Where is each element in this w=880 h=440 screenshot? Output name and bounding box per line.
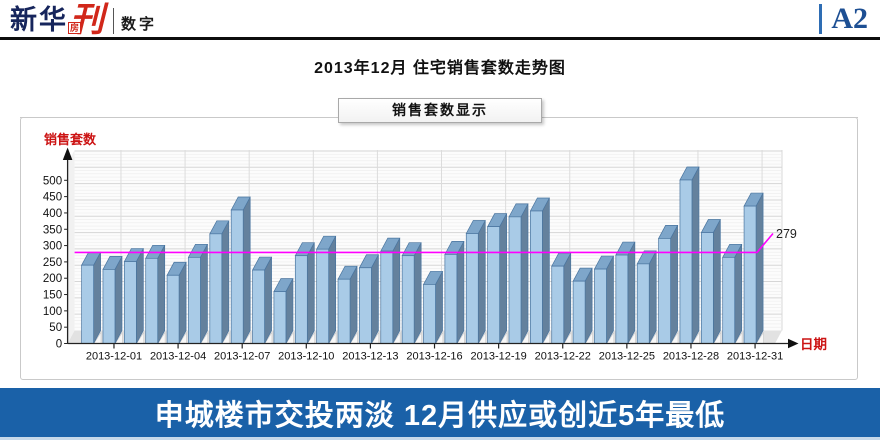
svg-text:2013-12-01: 2013-12-01 bbox=[86, 351, 142, 363]
svg-text:100: 100 bbox=[43, 306, 62, 318]
svg-text:2013-12-31: 2013-12-31 bbox=[727, 351, 783, 363]
x-tick-labels: 2013-12-01 2013-12-04 2013-12-07 2013-12-10… bbox=[86, 343, 783, 363]
x-axis-arrow-icon bbox=[788, 338, 799, 349]
bar bbox=[316, 235, 337, 344]
bar bbox=[251, 256, 273, 344]
bar bbox=[401, 242, 422, 344]
headline-banner: 申城楼市交投两淡 12月供应或创近5年最低 bbox=[0, 388, 880, 437]
svg-text:2013-12-28: 2013-12-28 bbox=[663, 351, 719, 363]
bar bbox=[209, 220, 230, 344]
bar bbox=[358, 254, 379, 344]
bar bbox=[294, 242, 315, 344]
axes bbox=[62, 147, 799, 349]
bar bbox=[380, 237, 401, 344]
svg-text:250: 250 bbox=[43, 257, 62, 269]
y-axis-title: 销售套数 bbox=[44, 132, 97, 147]
page-number-divider bbox=[819, 4, 823, 34]
page-number-block: A2 bbox=[819, 2, 868, 36]
bar bbox=[593, 255, 615, 344]
bar bbox=[187, 243, 209, 344]
bar bbox=[123, 248, 144, 344]
bar bbox=[102, 256, 123, 344]
bar bbox=[658, 225, 679, 344]
bar bbox=[679, 166, 700, 344]
tab-sales-units[interactable]: 销售套数显示 bbox=[338, 98, 542, 123]
bar bbox=[551, 252, 572, 344]
bar bbox=[722, 243, 743, 344]
svg-text:500: 500 bbox=[43, 175, 62, 187]
bar bbox=[743, 192, 764, 344]
average-line bbox=[74, 232, 774, 254]
bar bbox=[572, 267, 593, 344]
banner-bottom-strip bbox=[0, 437, 880, 440]
svg-text:50: 50 bbox=[49, 322, 62, 334]
bar bbox=[166, 261, 187, 344]
logo-fang-badge: 房 bbox=[68, 22, 82, 34]
svg-text:450: 450 bbox=[43, 192, 62, 204]
svg-text:0: 0 bbox=[56, 339, 62, 351]
y-axis-arrow-icon bbox=[62, 147, 73, 160]
header-rule bbox=[0, 37, 880, 40]
bar bbox=[487, 213, 508, 344]
svg-text:2013-12-25: 2013-12-25 bbox=[599, 351, 655, 363]
svg-text:2013-12-16: 2013-12-16 bbox=[406, 351, 462, 363]
masthead: 新华 刊 房 数字 A2 bbox=[0, 0, 880, 37]
xinhua-logo: 新华 刊 房 数字 bbox=[10, 1, 158, 39]
logo-text-main: 新华 bbox=[10, 5, 68, 35]
svg-text:2013-12-04: 2013-12-04 bbox=[150, 351, 206, 363]
average-line-label: 279 bbox=[776, 227, 797, 241]
svg-text:2013-12-07: 2013-12-07 bbox=[214, 351, 270, 363]
svg-text:400: 400 bbox=[43, 208, 62, 220]
x-axis-title: 日期 bbox=[800, 337, 827, 352]
bar bbox=[529, 197, 550, 344]
svg-text:2013-12-10: 2013-12-10 bbox=[278, 351, 334, 363]
chart-title: 2013年12月 住宅销售套数走势图 bbox=[314, 60, 566, 77]
page-number: A2 bbox=[831, 2, 868, 35]
logo-text-sub: 数字 bbox=[121, 16, 158, 33]
svg-text:200: 200 bbox=[43, 273, 62, 285]
bar bbox=[273, 278, 294, 344]
bar bbox=[337, 265, 358, 344]
bar bbox=[700, 219, 721, 344]
headline-text: 申城楼市交投两淡 12月供应或创近5年最低 bbox=[154, 399, 726, 432]
svg-text:2013-12-19: 2013-12-19 bbox=[470, 351, 526, 363]
svg-text:2013-12-22: 2013-12-22 bbox=[535, 351, 591, 363]
bar bbox=[230, 196, 251, 344]
logo-kan-glyph: 刊 房 bbox=[68, 1, 104, 39]
bar bbox=[465, 220, 486, 344]
sales-bar-chart: 279 0 50 100 150 200 250 300 350 400 450 500 2013-12… bbox=[43, 132, 827, 363]
bar bbox=[422, 271, 444, 344]
bar bbox=[636, 250, 657, 344]
svg-text:150: 150 bbox=[43, 290, 62, 302]
bar bbox=[145, 244, 166, 344]
svg-text:300: 300 bbox=[43, 241, 62, 253]
svg-text:2013-12-13: 2013-12-13 bbox=[342, 351, 398, 363]
bar bbox=[81, 251, 102, 344]
y-tick-labels: 0 50 100 150 200 250 300 350 400 450 500 bbox=[43, 175, 68, 351]
logo-divider bbox=[113, 8, 114, 34]
bar bbox=[615, 241, 636, 344]
svg-text:350: 350 bbox=[43, 224, 62, 236]
bar bbox=[444, 241, 465, 344]
bars bbox=[81, 166, 764, 344]
bar bbox=[508, 203, 529, 344]
